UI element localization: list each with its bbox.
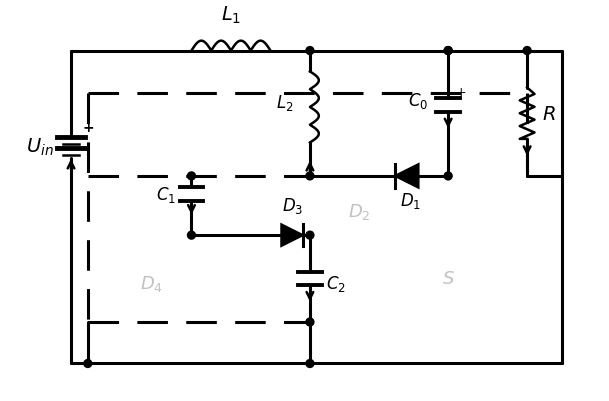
Text: $C_0$: $C_0$ — [409, 91, 429, 111]
Circle shape — [306, 232, 314, 239]
Circle shape — [306, 360, 314, 368]
Circle shape — [188, 172, 195, 180]
Circle shape — [444, 47, 452, 55]
Text: $D_3$: $D_3$ — [281, 196, 303, 216]
Polygon shape — [395, 165, 418, 188]
Circle shape — [306, 47, 314, 55]
Text: +: + — [83, 120, 94, 134]
Circle shape — [444, 47, 452, 55]
Text: $L_2$: $L_2$ — [275, 93, 293, 113]
Circle shape — [306, 318, 314, 326]
Text: $S$: $S$ — [442, 269, 454, 287]
Polygon shape — [281, 225, 303, 246]
Text: $C_1$: $C_1$ — [156, 184, 176, 204]
Text: $R$: $R$ — [542, 104, 555, 124]
Text: $C_2$: $C_2$ — [326, 273, 345, 293]
Circle shape — [523, 47, 531, 55]
Text: +: + — [456, 86, 466, 99]
Circle shape — [444, 172, 452, 180]
Circle shape — [188, 232, 195, 239]
Text: $D_4$: $D_4$ — [141, 273, 164, 293]
Text: $L_1$: $L_1$ — [221, 4, 241, 26]
Circle shape — [306, 172, 314, 180]
Text: $U_{in}$: $U_{in}$ — [26, 136, 54, 158]
Text: $D_1$: $D_1$ — [400, 190, 421, 210]
Circle shape — [84, 360, 92, 368]
Text: $D_2$: $D_2$ — [348, 202, 371, 222]
